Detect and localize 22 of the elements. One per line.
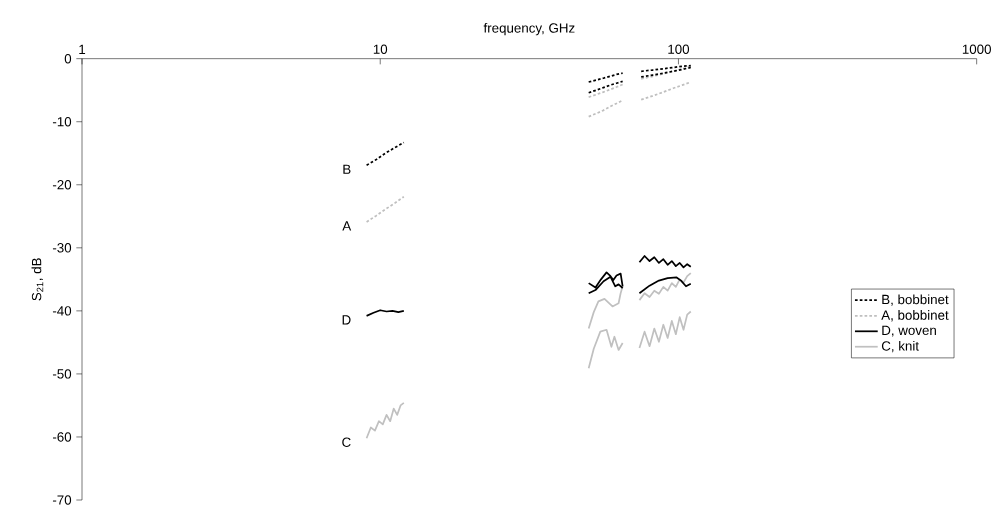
- y-axis-title: S$_{21}$, dB: [31, 258, 44, 301]
- y-tick-label: -20: [52, 180, 72, 190]
- annotation: A: [342, 221, 352, 231]
- y-tick-label: -30: [52, 243, 72, 253]
- legend-label: A, bobbinet: [881, 310, 949, 322]
- x-tick-label: 10: [373, 44, 388, 54]
- legend-label: B, bobbinet: [882, 294, 949, 306]
- x-tick-label: 1000: [962, 44, 991, 54]
- x-axis-title: frequency, GHz: [483, 22, 575, 36]
- annotation: C: [342, 437, 351, 447]
- x-tick-label: 100: [668, 44, 690, 54]
- annotation: B: [343, 164, 351, 174]
- y-tick-label: -70: [52, 495, 72, 505]
- y-tick-label: -50: [52, 369, 72, 379]
- y-tick-label: -60: [52, 432, 72, 442]
- legend-label: D, woven: [882, 325, 936, 337]
- y-tick-label: -40: [52, 306, 72, 316]
- legend-label: C, knit: [881, 340, 919, 353]
- annotation: D: [342, 315, 351, 325]
- y-tick-label: 0: [64, 53, 72, 64]
- y-tick-label: -10: [52, 117, 72, 127]
- x-tick-label: 1: [79, 44, 86, 54]
